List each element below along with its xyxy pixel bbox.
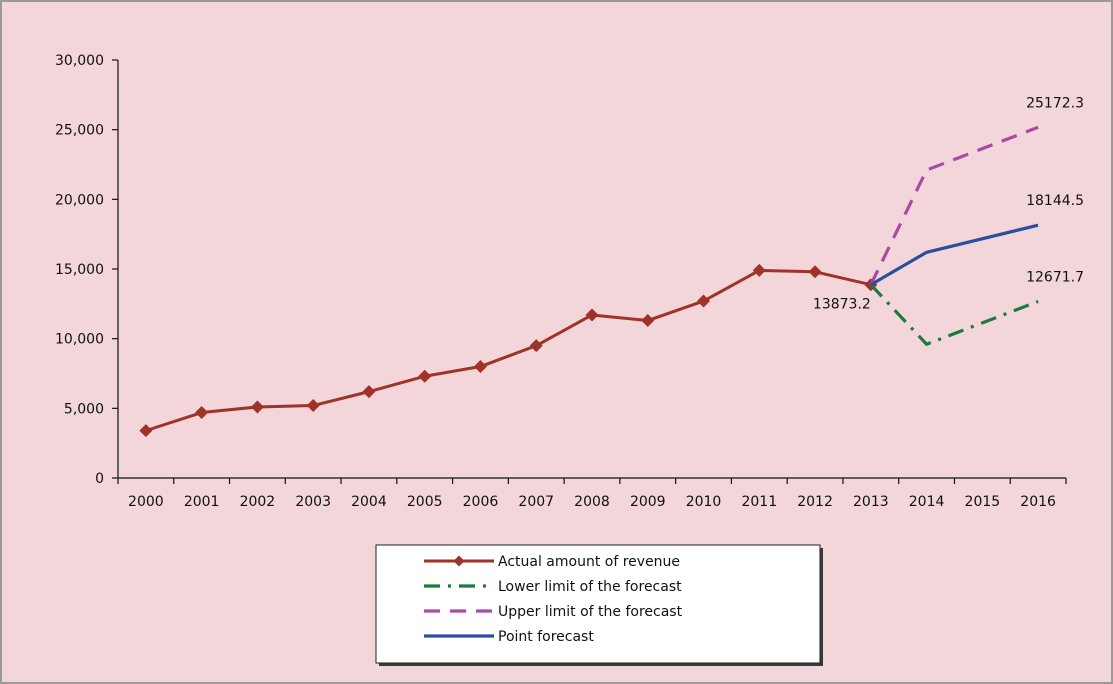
data-point-marker	[641, 314, 655, 328]
y-tick-label: 10,000	[55, 332, 104, 348]
data-point-marker	[250, 400, 264, 414]
y-tick-label: 30,000	[55, 53, 104, 69]
series-line-3	[870, 223, 1039, 287]
legend-box	[375, 544, 821, 664]
data-label: 18144.5	[1026, 193, 1084, 209]
legend-marker	[453, 555, 465, 567]
data-point-marker	[529, 339, 543, 353]
x-tick-label: 2002	[240, 494, 276, 510]
x-tick-label: 2007	[518, 494, 554, 510]
legend-label: Lower limit of the forecast	[498, 579, 682, 595]
data-point-marker	[418, 369, 432, 383]
x-tick-label: 2014	[909, 494, 945, 510]
x-tick-label: 2012	[797, 494, 833, 510]
x-tick-label: 2005	[407, 494, 443, 510]
y-tick-label: 25,000	[55, 123, 104, 139]
x-tick-label: 2016	[1020, 494, 1056, 510]
data-point-marker	[752, 263, 766, 277]
data-label: 13873.2	[813, 297, 871, 313]
x-tick-label: 2013	[853, 494, 889, 510]
x-tick-label: 2011	[741, 494, 777, 510]
series-line-1	[869, 283, 1039, 346]
y-tick-label: 0	[95, 471, 104, 487]
x-tick-label: 2010	[686, 494, 722, 510]
data-point-marker	[697, 294, 711, 308]
legend-label: Actual amount of revenue	[498, 554, 680, 570]
x-tick-label: 2004	[351, 494, 387, 510]
data-point-marker	[139, 424, 153, 438]
x-tick-label: 2003	[295, 494, 331, 510]
data-point-marker	[362, 385, 376, 399]
data-point-marker	[306, 399, 320, 413]
x-tick-label: 2000	[128, 494, 164, 510]
data-label: 12671.7	[1026, 269, 1084, 285]
data-point-marker	[585, 308, 599, 322]
data-point-marker	[195, 406, 209, 420]
data-point-marker	[473, 360, 487, 374]
series-line-2	[869, 125, 1039, 286]
series-line-0	[145, 268, 872, 433]
x-tick-label: 2009	[630, 494, 666, 510]
legend-label: Point forecast	[498, 629, 594, 645]
data-label: 25172.3	[1026, 95, 1084, 111]
x-tick-label: 2008	[574, 494, 610, 510]
y-tick-label: 20,000	[55, 192, 104, 208]
x-tick-label: 2001	[184, 494, 220, 510]
y-tick-label: 15,000	[55, 262, 104, 278]
legend-label: Upper limit of the forecast	[498, 604, 683, 620]
y-tick-label: 5,000	[64, 401, 104, 417]
x-tick-label: 2006	[463, 494, 499, 510]
data-point-marker	[808, 265, 822, 279]
x-tick-label: 2015	[965, 494, 1001, 510]
